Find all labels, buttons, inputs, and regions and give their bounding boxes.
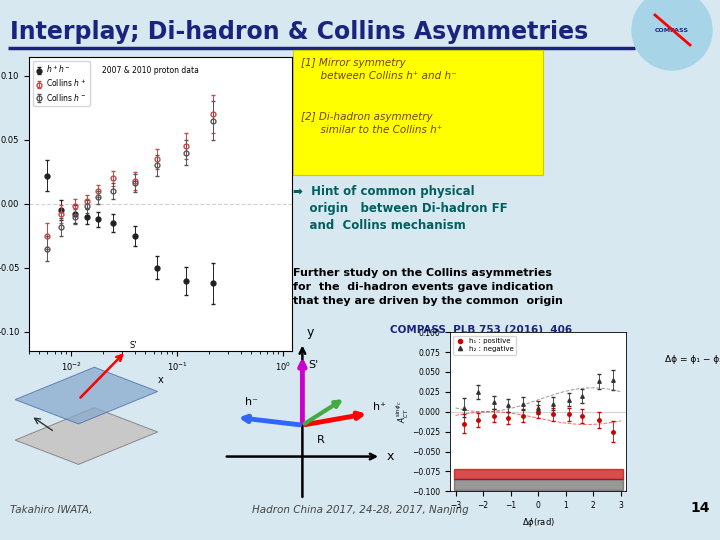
Text: [1] Mirror symmetry
      between Collins h⁺ and h⁻: [1] Mirror symmetry between Collins h⁺ a…	[301, 58, 456, 81]
Text: COMPASS: COMPASS	[655, 28, 689, 32]
X-axis label: $\Delta\phi$(rad): $\Delta\phi$(rad)	[522, 516, 554, 529]
Legend: $h^+h^-$, Collins $h^+$, Collins $h^-$: $h^+h^-$, Collins $h^+$, Collins $h^-$	[32, 60, 89, 106]
Text: 14: 14	[690, 501, 710, 515]
Polygon shape	[15, 408, 158, 464]
Text: S': S'	[129, 341, 137, 350]
Bar	[293, 50, 543, 175]
Circle shape	[632, 0, 712, 70]
Text: 2007 & 2010 proton data: 2007 & 2010 proton data	[102, 65, 199, 75]
Text: Hadron China 2017, 24-28, 2017, Nanjing: Hadron China 2017, 24-28, 2017, Nanjing	[251, 505, 469, 515]
Text: Δϕ = ϕ₁ − ϕ₂: Δϕ = ϕ₁ − ϕ₂	[665, 355, 720, 364]
Text: h⁺: h⁺	[373, 402, 386, 412]
Text: R: R	[317, 435, 324, 445]
Text: y: y	[306, 326, 314, 339]
X-axis label: x: x	[158, 375, 163, 384]
Y-axis label: $A_{CT}^{\sin\phi_C}$: $A_{CT}^{\sin\phi_C}$	[395, 400, 410, 423]
Text: Further study on the Collins asymmetries
for  the  di-hadron events gave indicat: Further study on the Collins asymmetries…	[293, 268, 563, 306]
Bar	[454, 480, 623, 490]
Text: x: x	[387, 450, 394, 463]
Legend: h₁ : positive, h₂ : negative: h₁ : positive, h₂ : negative	[454, 335, 516, 355]
Text: [2] Di-hadron asymmetry
      similar to the Collins h⁺: [2] Di-hadron asymmetry similar to the C…	[301, 112, 442, 135]
Text: Takahiro IWATA,: Takahiro IWATA,	[10, 505, 92, 515]
Polygon shape	[15, 367, 158, 424]
Bar	[454, 469, 623, 480]
Text: ➡  Hint of common physical
    origin   between Di-hadron FF
    and  Collins me: ➡ Hint of common physical origin between…	[293, 185, 508, 232]
Text: S': S'	[309, 360, 319, 370]
Text: PLB 736 (2014)  124: PLB 736 (2014) 124	[70, 340, 197, 350]
Text: COMPASS  PLB 753 (2016)  406: COMPASS PLB 753 (2016) 406	[390, 325, 572, 335]
Text: Interplay; Di-hadron & Collins Asymmetries: Interplay; Di-hadron & Collins Asymmetri…	[10, 20, 588, 44]
Text: h⁻: h⁻	[245, 396, 258, 407]
